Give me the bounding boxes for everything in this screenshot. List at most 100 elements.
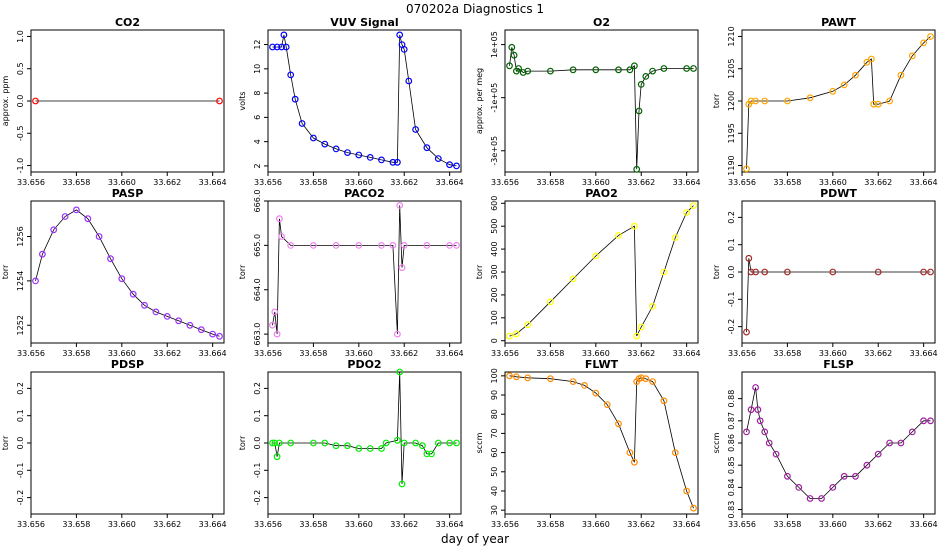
pdo2-point	[378, 445, 385, 452]
vuv-point	[400, 46, 408, 53]
co2-xtick-label: 33.664	[199, 178, 227, 187]
pdwt-ytick-label: 0.2	[727, 211, 736, 224]
o2-point	[631, 62, 638, 70]
pasp-plot-frame	[30, 200, 225, 344]
pawt-point	[806, 94, 814, 102]
o2-point	[508, 43, 516, 51]
flsp-point	[897, 439, 905, 447]
flsp-plot-frame	[741, 371, 936, 515]
pdwt-point	[920, 268, 927, 276]
pawt-xtick-label: 33.658	[773, 178, 801, 187]
pawt-point	[897, 71, 905, 79]
o2-point	[690, 65, 697, 72]
pao2-point	[547, 298, 554, 306]
pdo2-ytick-label: 0.0	[253, 437, 262, 450]
flwt-xtick-label: 33.656	[491, 520, 519, 529]
vuv-ytick-label: 12	[253, 39, 262, 49]
flsp-xtick-label: 33.662	[864, 520, 892, 529]
pdwt-point	[745, 254, 753, 262]
vuv-plot-frame	[267, 29, 462, 173]
pdwt-point	[829, 268, 837, 276]
o2-xtick-label: 33.662	[627, 178, 655, 187]
flwt-ytick-label: 80	[490, 409, 499, 419]
o2-point	[626, 66, 634, 74]
pao2-plot-frame	[504, 200, 699, 344]
flwt-point	[506, 372, 513, 380]
o2-point	[635, 107, 643, 115]
o2-point	[649, 67, 656, 75]
pawt-point	[743, 165, 750, 173]
pdo2-point	[453, 439, 460, 447]
pawt-point	[747, 97, 755, 105]
pao2-point	[592, 252, 600, 260]
vuv-point	[269, 43, 276, 51]
pasp-xtick-label: 33.658	[62, 349, 90, 358]
flsp-point	[754, 406, 762, 414]
vuv-xtick-label: 33.658	[299, 178, 327, 187]
flwt-point	[660, 397, 668, 405]
pao2-series-line	[509, 205, 694, 337]
pdsp-ytick-label: -0.2	[16, 490, 25, 506]
pdo2-xtick-label: 33.664	[436, 520, 464, 529]
paco2-ylabel: torr	[238, 264, 247, 279]
pawt-point	[920, 39, 927, 47]
pasp-point	[163, 313, 171, 320]
flsp-ytick-label: 0.85	[727, 456, 736, 474]
o2-ylabel: approx. per meg	[475, 68, 484, 134]
panel-o2: O2 approx. per meg 33.656 33.658 33.660 33.66…	[475, 16, 701, 187]
co2-title: CO2	[115, 16, 140, 29]
vuv-point	[366, 153, 374, 161]
pao2-point	[660, 268, 668, 276]
paco2-point	[271, 308, 279, 316]
o2-point	[569, 66, 577, 74]
pasp-point	[61, 213, 69, 220]
pdwt-xtick-label: 33.662	[864, 349, 892, 358]
vuv-point	[396, 31, 404, 39]
pao2-point	[649, 303, 656, 310]
vuv-point	[310, 134, 317, 142]
flwt-ylabel: sccm	[475, 432, 484, 453]
flsp-point	[852, 472, 859, 480]
pdo2-ytick-label: 0.2	[253, 382, 262, 395]
pao2-point	[513, 330, 520, 338]
co2-xtick-label: 33.656	[17, 178, 45, 187]
paco2-point	[310, 241, 317, 249]
figure-xlabel: day of year	[441, 532, 509, 546]
pdsp-xtick-label: 33.656	[17, 520, 45, 529]
flsp-ytick-label: 0.87	[727, 412, 736, 430]
flsp-ytick-label: 0.86	[727, 434, 736, 452]
pdwt-xtick-label: 33.660	[819, 349, 847, 358]
pdo2-series-line	[272, 371, 457, 485]
pasp-series-line	[35, 209, 220, 337]
pdwt-point	[752, 268, 759, 276]
panel-flsp: FLSP sccm 33.656 33.658 33.660 33.662 33.664 0.…	[712, 358, 938, 529]
vuv-point	[446, 161, 454, 169]
flwt-point	[626, 449, 634, 457]
vuv-point	[355, 151, 363, 159]
panel-pdsp: PDSP torr 33.656 33.658 33.660 33.662 33.664 -0…	[1, 358, 227, 529]
pdo2-point	[271, 439, 279, 447]
pdo2-point	[400, 439, 408, 447]
panel-pdwt: PDWT torr 33.656 33.658 33.660 33.662 33.664 -0…	[712, 187, 938, 358]
flwt-ytick-label: 100	[490, 368, 499, 383]
flwt-point	[671, 449, 679, 457]
pao2-point	[631, 222, 638, 230]
paco2-point	[276, 215, 283, 223]
pao2-ytick-label: 200	[490, 287, 499, 302]
pdwt-point	[784, 268, 791, 276]
vuv-ytick-label: 8	[253, 91, 262, 96]
flwt-ytick-label: 40	[490, 486, 499, 496]
vuv-point	[278, 43, 286, 51]
panel-pasp: PASP torr 33.656 33.658 33.660 33.662 33.664 12…	[1, 187, 227, 358]
pawt-point	[852, 71, 859, 79]
pao2-point	[637, 323, 645, 331]
panel-paco2: PACO2 torr 33.656 33.658 33.660 33.662 33.664 6…	[238, 187, 464, 358]
pdwt-point	[927, 268, 934, 276]
paco2-point	[355, 241, 363, 249]
pao2-xtick-label: 33.660	[582, 349, 610, 358]
vuv-point	[378, 156, 385, 164]
pasp-point	[209, 330, 217, 338]
flsp-point	[752, 384, 759, 391]
pawt-point	[870, 100, 878, 108]
